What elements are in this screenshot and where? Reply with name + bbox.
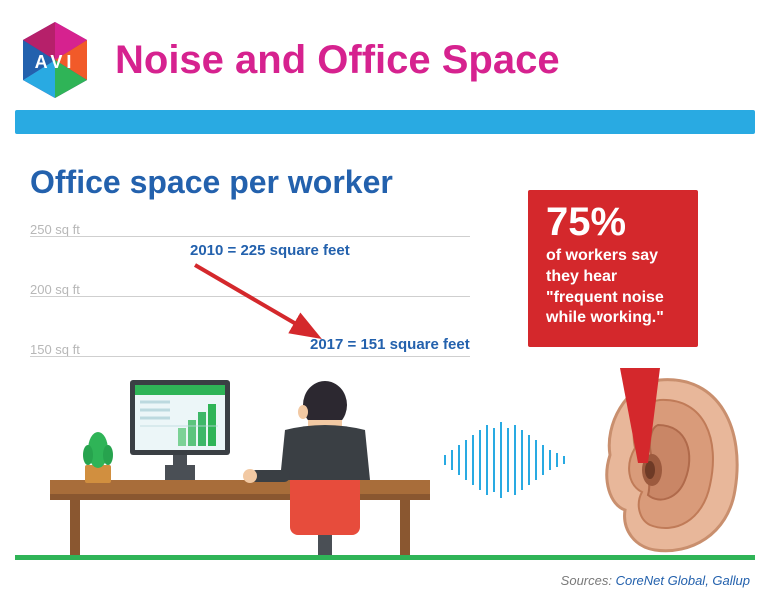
worker-at-desk-illustration	[50, 370, 480, 560]
data-point-2010: 2010 = 225 square feet	[190, 242, 350, 259]
svg-text:AVI: AVI	[35, 52, 76, 72]
callout-tail-icon	[620, 368, 680, 468]
noise-stat-callout: 75% of workers say they hear "frequent n…	[528, 190, 698, 347]
gridline-150	[30, 356, 470, 357]
avi-logo: AVI	[15, 20, 95, 100]
divider-bar	[15, 110, 755, 134]
gridline-250	[30, 236, 470, 237]
trend-arrow-icon	[185, 260, 335, 350]
page-title: Noise and Office Space	[115, 38, 560, 83]
sources-text: CoreNet Global, Gallup	[616, 573, 750, 588]
sources-label: Sources:	[561, 573, 616, 588]
bottom-divider	[15, 555, 755, 560]
sources-line: Sources: CoreNet Global, Gallup	[561, 573, 750, 588]
grid-label-150: 150 sq ft	[30, 342, 80, 357]
header: AVI Noise and Office Space	[0, 0, 770, 110]
callout-percentage: 75%	[546, 202, 680, 242]
callout-text: of workers say they hear "frequent noise…	[546, 246, 680, 329]
grid-label-200: 200 sq ft	[30, 282, 80, 297]
grid-label-250: 250 sq ft	[30, 222, 80, 237]
